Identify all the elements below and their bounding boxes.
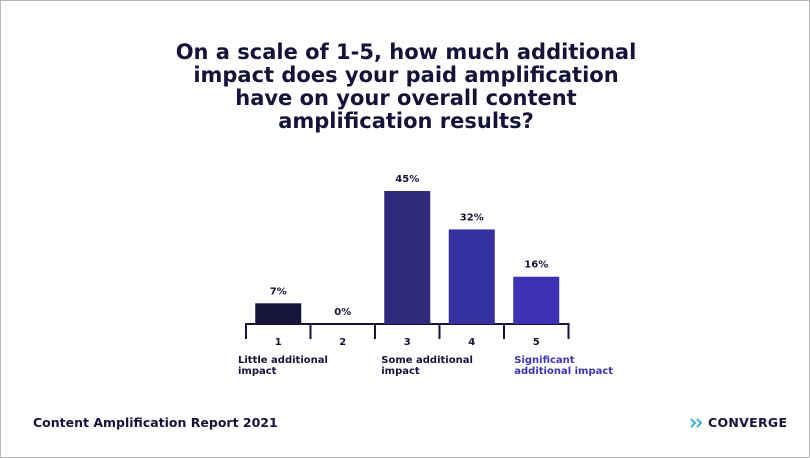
bar-1 (255, 303, 302, 324)
x-tick-label: 4 (468, 337, 475, 348)
value-label: 0% (334, 307, 351, 318)
brand-name: CONVERGE (708, 415, 788, 430)
category-description: Significant (514, 355, 575, 366)
category-description: impact (238, 366, 277, 377)
category-description: impact (381, 366, 420, 377)
category-description: Some additional (381, 355, 473, 366)
brand-chevron-icon (690, 417, 703, 428)
category-description: additional impact (514, 366, 613, 377)
bar-3 (384, 191, 431, 324)
value-label: 7% (270, 286, 287, 297)
bar-4 (448, 229, 495, 324)
x-tick-label: 1 (275, 337, 282, 348)
chart-title: On a scale of 1-5, how much additional i… (175, 40, 637, 133)
x-tick-label: 5 (533, 337, 540, 348)
category-description: Little additional (238, 355, 328, 366)
brand-logo: CONVERGE (690, 415, 787, 430)
x-tick-label: 2 (339, 337, 346, 348)
value-label: 45% (395, 174, 419, 185)
report-name: Content Amplification Report 2021 (33, 415, 278, 430)
bar-5 (513, 276, 560, 324)
value-label: 32% (460, 212, 484, 223)
value-label: 16% (524, 260, 548, 271)
x-tick-label: 3 (404, 337, 411, 348)
